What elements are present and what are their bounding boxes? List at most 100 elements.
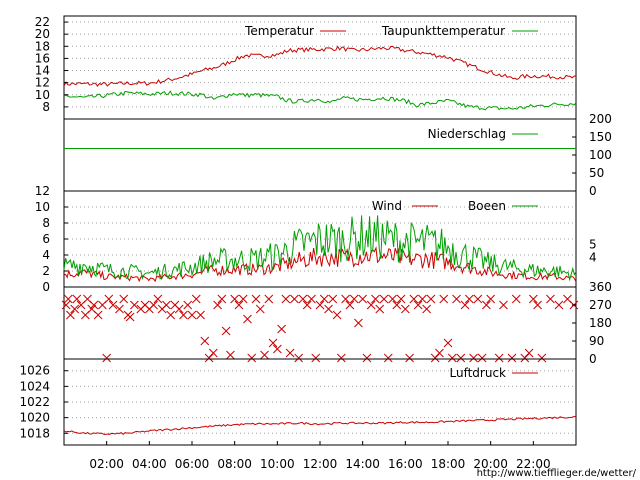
x-tick-label: 10:00	[260, 457, 295, 471]
y-tick-label: 1026	[19, 364, 50, 378]
wind-direction-point	[238, 294, 248, 304]
wind-direction-point	[208, 348, 218, 358]
credit-link[interactable]: http://www.tiefflieger.de/wetter/	[477, 468, 637, 479]
wind-direction-point	[294, 353, 304, 363]
wind-direction-point	[332, 310, 342, 320]
wind-direction-point	[392, 300, 402, 310]
wind-direction-point	[285, 348, 295, 358]
y-tick-label: 12	[35, 76, 50, 90]
wind-direction-point	[473, 294, 483, 304]
x-tick-label: 22:00	[516, 457, 551, 471]
wind-direction-point	[153, 294, 163, 304]
right-tick-label: 5	[589, 238, 597, 252]
wind-direction-point	[200, 336, 210, 346]
wind-direction-point	[89, 300, 99, 310]
wind-direction-point	[524, 348, 534, 358]
x-tick-label: 08:00	[217, 457, 252, 471]
wind-direction-point	[336, 353, 346, 363]
wind-direction-point	[435, 348, 444, 358]
y-tick-label: 10	[35, 200, 50, 214]
wind-direction-point	[311, 353, 321, 363]
wind-direction-point	[354, 318, 363, 328]
wind-direction-panel: 360 270 180 90 0	[61, 280, 612, 366]
series-line-taupunkttemperatur	[63, 90, 577, 111]
wind-direction-point	[396, 294, 406, 304]
wind-direction-point	[486, 294, 496, 304]
x-tick-label: 16:00	[388, 457, 423, 471]
x-tick-label: 04:00	[132, 457, 167, 471]
wind-direction-point	[179, 310, 188, 320]
wind-direction-point	[119, 294, 129, 304]
wind-direction-point	[452, 294, 461, 304]
legend-label-wind: Wind	[372, 199, 402, 213]
series-line-boeen	[63, 215, 577, 282]
wind-direction-point	[482, 300, 491, 310]
wind-direction-point	[260, 350, 269, 360]
wind-direction-point	[388, 294, 397, 304]
wind-direction-point	[507, 353, 517, 363]
right-tick-label: 4	[589, 250, 597, 264]
series-line-luftdruck	[63, 415, 577, 436]
wind-direction-point	[443, 338, 453, 348]
y-tick-label: 4	[42, 248, 50, 262]
wind-direction-point	[426, 294, 436, 304]
wind-direction-point	[264, 294, 274, 304]
wind-direction-point	[469, 353, 478, 363]
wind-direction-point	[251, 294, 261, 304]
wind-direction-point	[162, 300, 171, 310]
wind-direction-point	[413, 300, 423, 310]
x-axis: 02:00 04:00 06:00 08:00 10:00 12:00 14:00 16:00…	[89, 441, 551, 471]
precipitation-panel: 200 150 100 50 0 Niederschlag	[63, 112, 612, 198]
legend-label-taupunkt: Taupunkttemperatur	[381, 24, 505, 38]
series-line-wind	[63, 245, 577, 283]
y-tick-label: 0	[42, 280, 50, 294]
wind-direction-point	[422, 304, 432, 314]
wind-direction-point	[439, 294, 449, 304]
wind-direction-point	[281, 294, 291, 304]
wind-direction-point	[255, 304, 265, 314]
y-tick-label: 6	[42, 232, 50, 246]
wind-direction-point	[277, 324, 286, 334]
y-tick-label: 2	[42, 264, 50, 278]
wind-direction-point	[409, 294, 419, 304]
wind-direction-point	[383, 353, 393, 363]
y-tick-label: 1020	[19, 411, 50, 425]
wind-direction-point	[108, 300, 118, 310]
wind-direction-point	[464, 294, 474, 304]
y-tick-label: 360	[589, 280, 612, 294]
wind-direction-point	[307, 294, 316, 304]
legend-label-niederschlag: Niederschlag	[428, 127, 506, 141]
wind-direction-point	[418, 294, 427, 304]
wind-direction-point	[315, 300, 325, 310]
wind-direction-point	[430, 353, 440, 363]
wind-direction-point	[234, 300, 244, 310]
wind-direction-point	[533, 300, 542, 310]
panel-frame	[63, 286, 577, 360]
x-tick-label: 02:00	[89, 457, 124, 471]
y-tick-label: 8	[42, 100, 50, 114]
y-tick-label: 18	[35, 39, 50, 53]
wind-direction-point	[247, 353, 257, 363]
wind-direction-point	[477, 353, 487, 363]
wind-direction-point	[125, 312, 135, 322]
wind-direction-point	[191, 294, 201, 304]
wind-direction-point	[499, 300, 508, 310]
wind-direction-point	[217, 294, 227, 304]
y-tick-label: 180	[589, 316, 612, 330]
wind-direction-point	[528, 294, 538, 304]
wind-direction-point	[104, 294, 114, 304]
wind-direction-point	[243, 314, 252, 324]
wind-direction-point	[204, 353, 214, 363]
y-tick-label: 1024	[19, 379, 50, 393]
wind-direction-point	[272, 344, 282, 354]
wind-direction-point	[537, 353, 547, 363]
x-tick-label: 18:00	[431, 457, 466, 471]
wind-direction-point	[63, 294, 73, 304]
wind-direction-point	[115, 304, 124, 314]
wind-direction-point	[405, 353, 414, 363]
wind-direction-point	[456, 353, 466, 363]
